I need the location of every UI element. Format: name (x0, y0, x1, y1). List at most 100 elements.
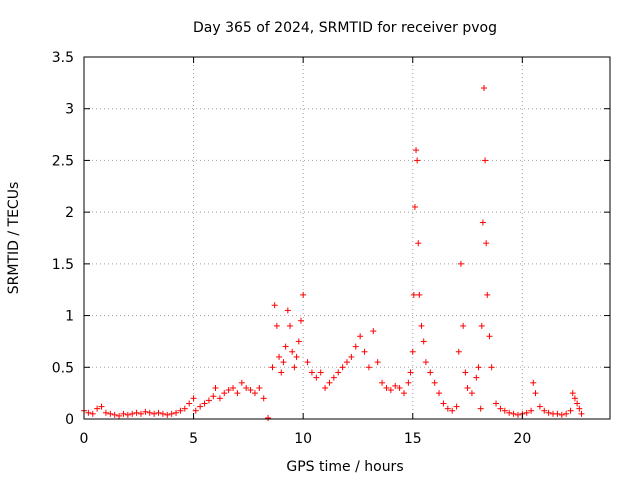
data-point (567, 407, 574, 414)
data-point (216, 395, 223, 402)
data-point (541, 407, 548, 414)
data-point (464, 384, 471, 391)
data-point (405, 379, 412, 386)
data-point (291, 364, 298, 371)
data-point (357, 333, 364, 340)
data-point (265, 414, 272, 421)
data-point (284, 307, 291, 314)
data-point (282, 343, 289, 350)
data-point (462, 369, 469, 376)
data-point (137, 410, 144, 417)
data-point (322, 384, 329, 391)
data-point (427, 369, 434, 376)
data-point (483, 240, 490, 247)
data-point (530, 379, 537, 386)
data-point (297, 317, 304, 324)
data-point (383, 384, 390, 391)
data-point (168, 410, 175, 417)
x-tick-label: 0 (80, 431, 89, 447)
data-point (475, 364, 482, 371)
data-point (387, 387, 394, 394)
data-point (415, 240, 422, 247)
data-point (192, 407, 199, 414)
data-point (523, 409, 530, 416)
data-point (304, 359, 311, 366)
data-point (457, 260, 464, 267)
data-point (295, 338, 302, 345)
data-point (94, 405, 101, 412)
data-point (230, 384, 237, 391)
data-point (352, 343, 359, 350)
data-point (361, 348, 368, 355)
data-point (480, 85, 487, 92)
data-point (514, 411, 521, 418)
y-tick-label: 2 (65, 205, 74, 221)
data-point (287, 322, 294, 329)
data-point (486, 333, 493, 340)
data-point (506, 409, 513, 416)
data-point (293, 353, 300, 360)
data-point (317, 369, 324, 376)
data-point (460, 322, 467, 329)
data-point (146, 409, 153, 416)
data-point (326, 379, 333, 386)
y-tick-label: 1 (65, 309, 74, 325)
data-point (225, 387, 232, 394)
data-point (410, 291, 417, 298)
data-point (308, 369, 315, 376)
data-point (313, 374, 320, 381)
data-point (468, 390, 475, 397)
data-point (278, 369, 285, 376)
data-point (251, 390, 258, 397)
data-point (365, 364, 372, 371)
axis-ticks: 0 5 10 15 20 0 0.5 1 1.5 2 2.5 3 3.5 (52, 50, 610, 447)
data-point (238, 379, 245, 386)
data-point (348, 353, 355, 360)
data-point (133, 409, 140, 416)
data-point (407, 369, 414, 376)
data-point (155, 409, 162, 416)
data-point (392, 382, 399, 389)
data-point (416, 291, 423, 298)
data-point (276, 353, 283, 360)
data-point (414, 157, 421, 164)
y-axis-label: SRMTID / TECUs (6, 182, 22, 295)
data-point (493, 400, 500, 407)
data-point (449, 407, 456, 414)
data-point (482, 157, 489, 164)
data-point (578, 410, 585, 417)
data-point (501, 407, 508, 414)
data-point (536, 403, 543, 410)
data-point (335, 369, 342, 376)
data-point (479, 219, 486, 226)
data-points (81, 85, 585, 421)
data-point (210, 393, 217, 400)
data-point (477, 405, 484, 412)
data-point (374, 359, 381, 366)
data-point (271, 302, 278, 309)
data-point (528, 407, 535, 414)
data-point (411, 203, 418, 210)
x-tick-label: 20 (513, 431, 531, 447)
data-point (440, 400, 447, 407)
data-point (574, 400, 581, 407)
data-point (120, 410, 127, 417)
data-point (205, 397, 212, 404)
data-point (571, 395, 578, 402)
data-point (455, 348, 462, 355)
data-point (400, 390, 407, 397)
data-point (234, 390, 241, 397)
data-point (473, 374, 480, 381)
y-tick-label: 0 (65, 412, 74, 428)
data-point (576, 405, 583, 412)
data-point (532, 390, 539, 397)
y-tick-label: 0.5 (52, 360, 74, 376)
data-point (453, 403, 460, 410)
y-tick-label: 3 (65, 102, 74, 118)
data-point (256, 384, 263, 391)
data-point (164, 411, 171, 418)
data-point (177, 407, 184, 414)
data-point (289, 348, 296, 355)
